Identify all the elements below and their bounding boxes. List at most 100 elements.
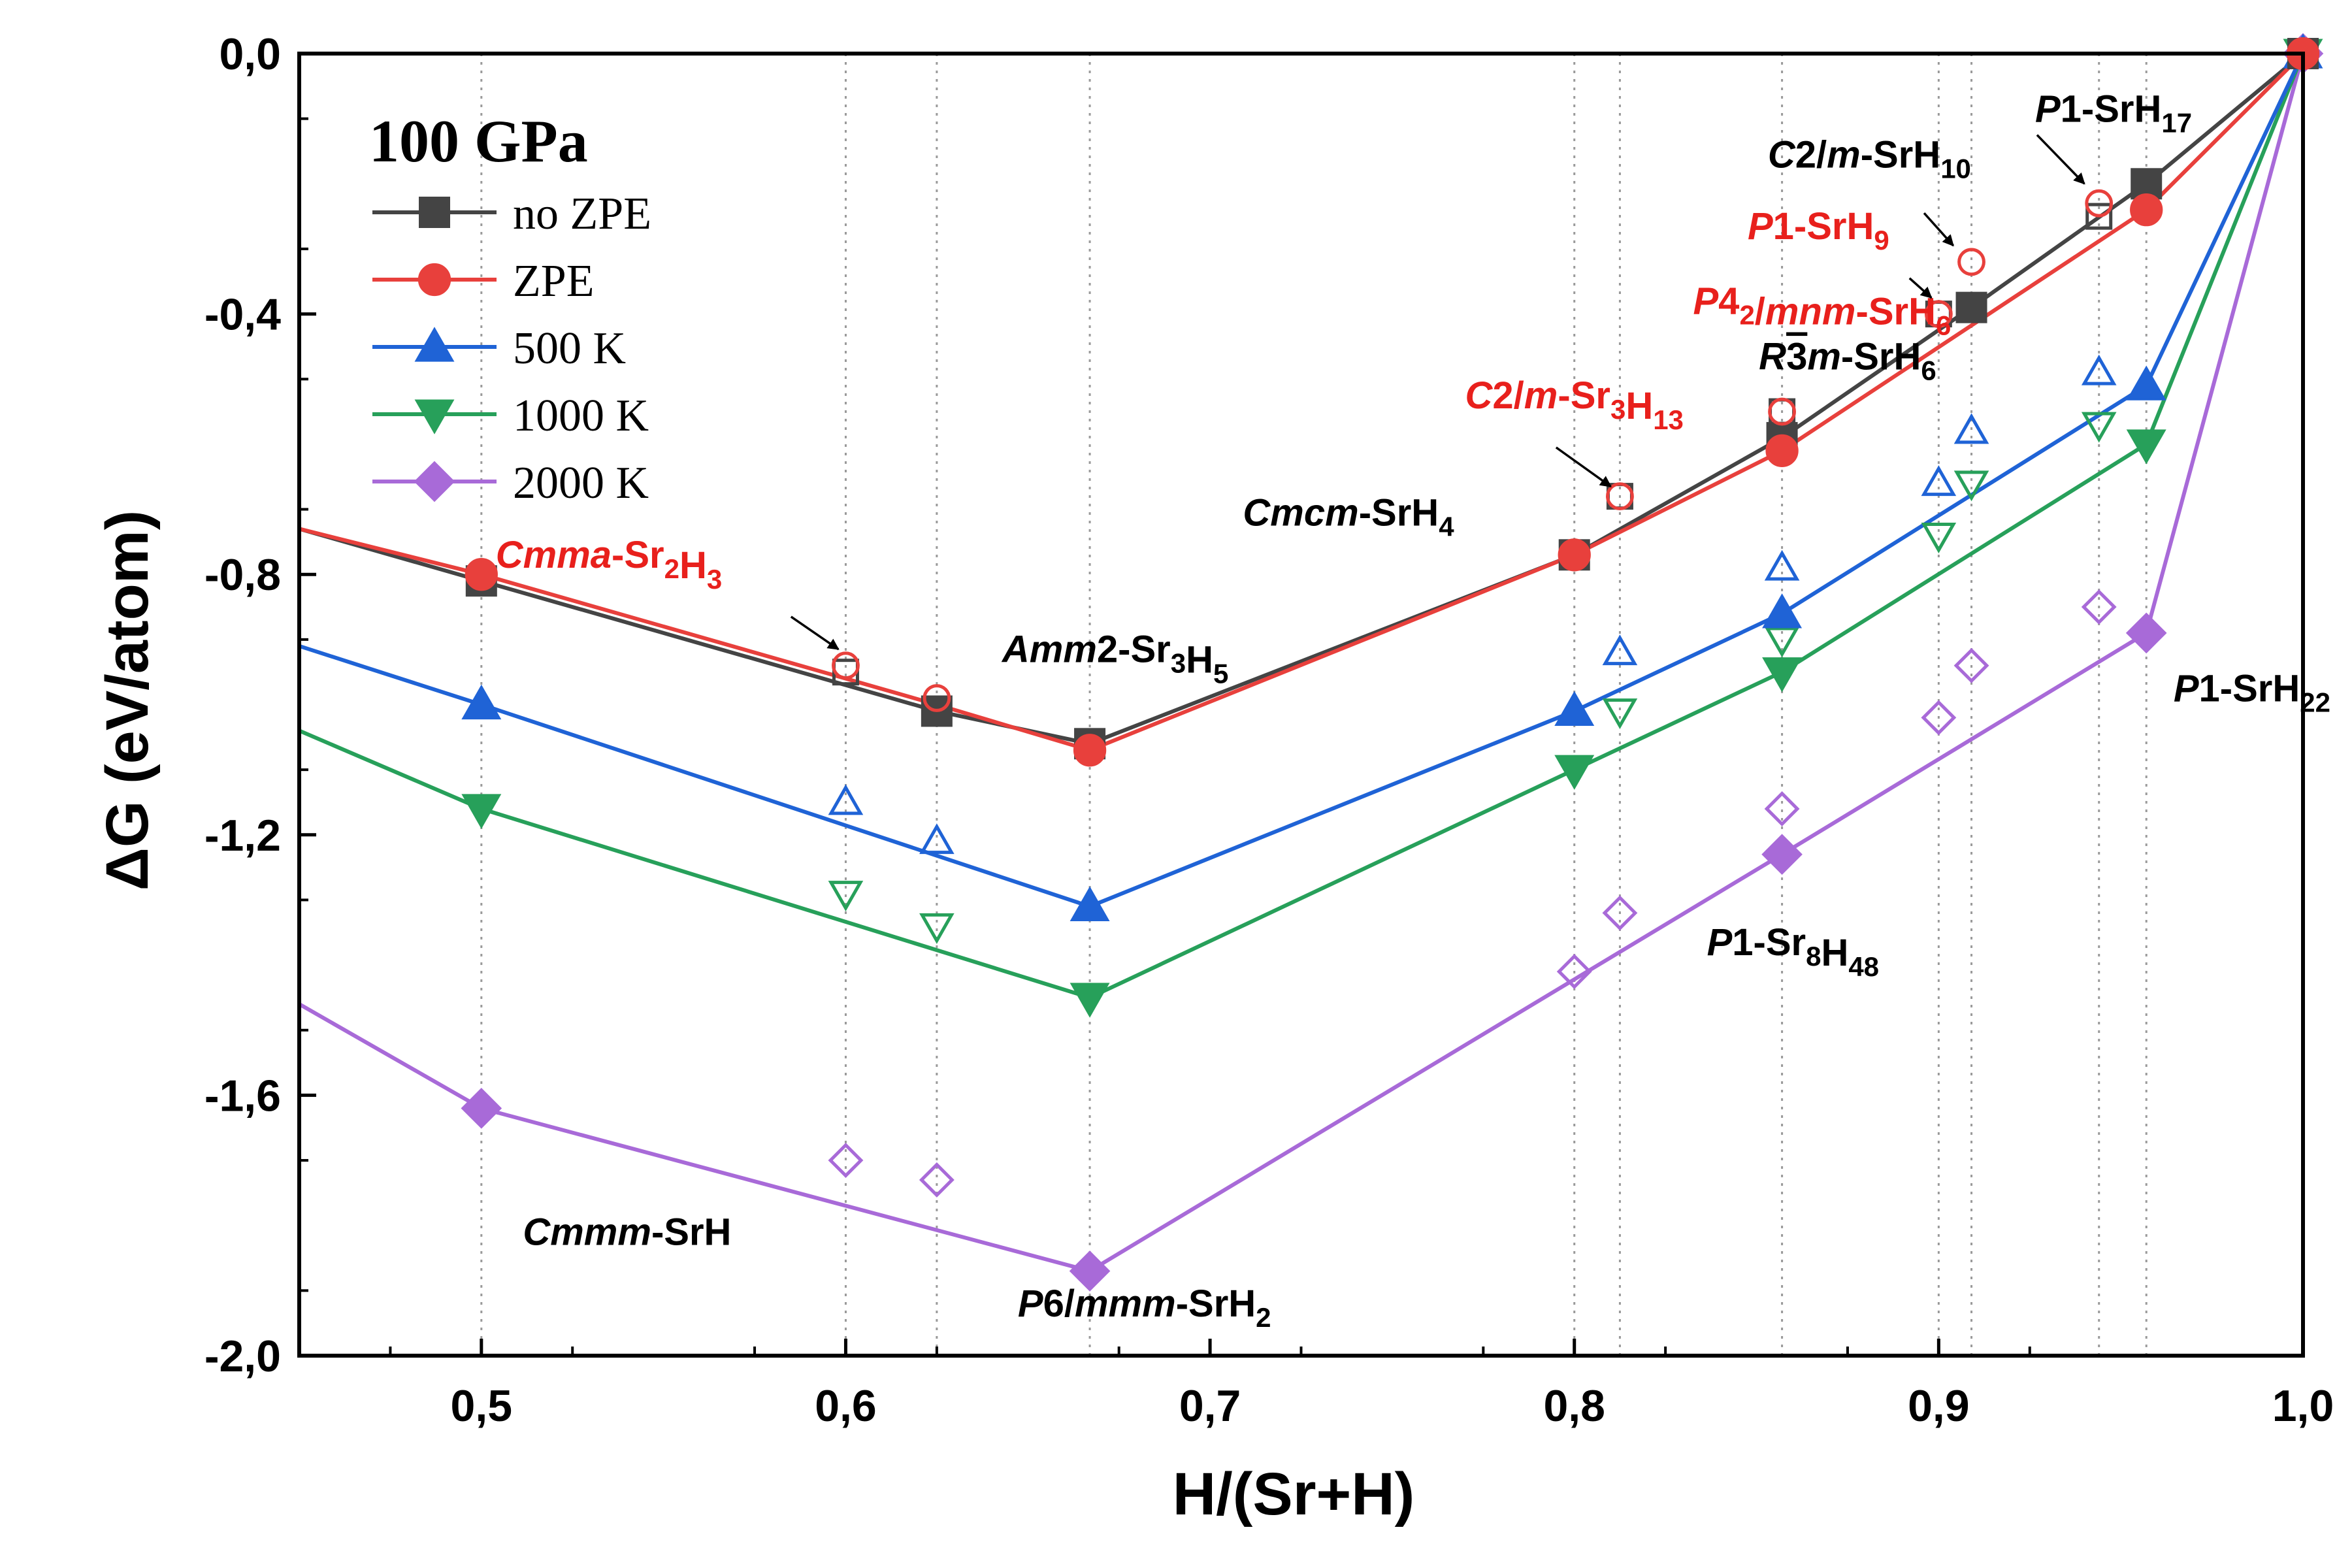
annotation-part: -SrH (1841, 335, 1921, 378)
annotation-part: m (1807, 335, 1841, 378)
legend: 100 GPa no ZPE ZPE 500 K 1000 K 2000 K (369, 108, 651, 508)
annotation-part: H (1186, 639, 1213, 681)
annotation-arrow (1923, 212, 1954, 247)
y-tick-label: 0,0 (219, 29, 281, 79)
annotation-part: R (1759, 335, 1786, 378)
y-tick-label: -2,0 (204, 1331, 281, 1381)
open-marker-k1000 (919, 913, 955, 944)
annotation-part: 6/ (1043, 1282, 1075, 1325)
annotation-part: 48 (1848, 951, 1879, 982)
filled-marker-k1000 (1762, 657, 1803, 693)
annotation-part: 2 (1739, 300, 1754, 331)
open-marker-zpe (1768, 397, 1796, 426)
annotation-arrow (790, 615, 840, 651)
open-marker-k500 (1764, 549, 1800, 581)
open-marker-k1000 (2081, 412, 2117, 443)
open-marker-k500 (919, 823, 955, 855)
hull-line-zpe (299, 52, 2305, 753)
legend-marker-zpe (417, 263, 451, 297)
annotation-part: 3 (1786, 335, 1807, 378)
open-marker-no_zpe (2085, 203, 2113, 230)
annotation-cmcm-srh4: Cmcm-SrH4 (1243, 491, 1454, 542)
annotation-part: P (1707, 921, 1733, 964)
annotation-p1-srh22: P1-SrH22 (2174, 668, 2330, 718)
annotation-part: -SrH (1359, 491, 1439, 534)
legend-label-k500: 500 K (513, 323, 626, 374)
legend-marker-k2000 (414, 461, 455, 502)
annotation-part: mnm (1765, 291, 1856, 333)
plot-frame (297, 52, 2305, 1358)
x-tick-label: 0,5 (451, 1381, 513, 1431)
open-marker-k500 (1953, 413, 1989, 444)
annotation-p1-sr8h48: P1-Sr8H48 (1707, 921, 1879, 982)
annotation-p1-srh9: P1-SrH9 (1748, 205, 1889, 255)
legend-label-no_zpe: no ZPE (513, 189, 651, 239)
open-marker-k2000 (919, 1162, 955, 1198)
annotation-part: 2 (664, 553, 679, 584)
annotation-part: P (1018, 1282, 1043, 1325)
annotation-part: 10 (1940, 153, 1971, 184)
annotation-part: / (1755, 291, 1765, 333)
annotation-part: 2/ (1492, 374, 1524, 417)
y-axis-title: ΔG (eV/atom) (94, 510, 161, 890)
filled-marker-k500 (2126, 365, 2166, 400)
filled-marker-k2000 (1761, 834, 1803, 875)
annotation-part: -SrH (1176, 1282, 1256, 1325)
annotation-part: P (1748, 205, 1773, 248)
annotation-part: -SrH (1861, 133, 1940, 176)
y-tick-label: -1,2 (204, 811, 281, 860)
legend-title: 100 GPa (369, 108, 588, 174)
annotation-part: 22 (2300, 687, 2330, 718)
annotation-part: 2/ (1795, 133, 1827, 176)
filled-marker-zpe (465, 558, 498, 591)
annotation-part: C (1768, 133, 1796, 176)
x-tick-label: 0,6 (815, 1381, 877, 1431)
annotation-part: 5 (1213, 659, 1228, 689)
open-marker-k500 (1602, 634, 1638, 666)
annotation-part: 17 (2161, 108, 2192, 139)
open-marker-k2000 (1602, 895, 1638, 931)
annotation-part: -SrH (651, 1211, 731, 1254)
annotation-part: 13 (1653, 404, 1684, 435)
legend-marker-no_zpe (419, 197, 450, 228)
filled-marker-k500 (1554, 691, 1595, 727)
filled-marker-no_zpe (1955, 291, 1987, 323)
open-marker-k1000 (1764, 627, 1800, 658)
x-tick-label: 0,7 (1179, 1381, 1241, 1431)
annotation-part: m (1524, 374, 1558, 417)
open-marker-zpe (1606, 482, 1634, 511)
annotation-part: 2 (1256, 1302, 1271, 1333)
annotation-arrow (2036, 134, 2085, 185)
annotation-part: C (1465, 374, 1494, 417)
annotation-part: P (1693, 280, 1718, 323)
hull-line-k2000 (298, 53, 2305, 1273)
filled-marker-zpe (1765, 434, 1799, 468)
annotation-part: Cmcm (1243, 491, 1358, 534)
annotation-part: 2-Sr (1097, 629, 1171, 671)
composition-guide-lines (480, 54, 2148, 1356)
annotation-p6mmm-srh2: P6/mmm-SrH2 (1018, 1282, 1271, 1333)
annotation-part: 1-SrH (2199, 668, 2300, 710)
legend-label-k1000: 1000 K (513, 391, 649, 441)
open-marker-zpe (923, 684, 951, 712)
filled-marker-zpe (2130, 193, 2163, 227)
open-marker-k500 (828, 784, 864, 815)
filled-marker-k2000 (2125, 612, 2167, 654)
annotation-part: 4 (1718, 280, 1739, 323)
open-marker-k1000 (828, 881, 864, 912)
annotation-part: P (2035, 88, 2061, 131)
filled-marker-k1000 (1070, 983, 1110, 1018)
annotation-part: 1-SrH (1773, 205, 1874, 248)
annotation-p42mnm-srh6: P42/mnm-SrH6 (1693, 280, 1951, 341)
open-marker-k1000 (1921, 523, 1957, 553)
open-marker-k2000 (828, 1143, 864, 1178)
annotation-c2m-srh10: C2/m-SrH10 (1768, 133, 1971, 184)
annotation-arrow (1555, 446, 1612, 488)
annotation-part: Amm (1001, 629, 1097, 671)
annotation-part: H (679, 544, 707, 587)
annotation-r3m-srh6: R3m-SrH6 (1759, 335, 1936, 385)
x-tick-label: 1,0 (2272, 1381, 2334, 1431)
annotation-part: 3 (1610, 394, 1625, 425)
annotation-part: Cmmm (523, 1211, 651, 1254)
